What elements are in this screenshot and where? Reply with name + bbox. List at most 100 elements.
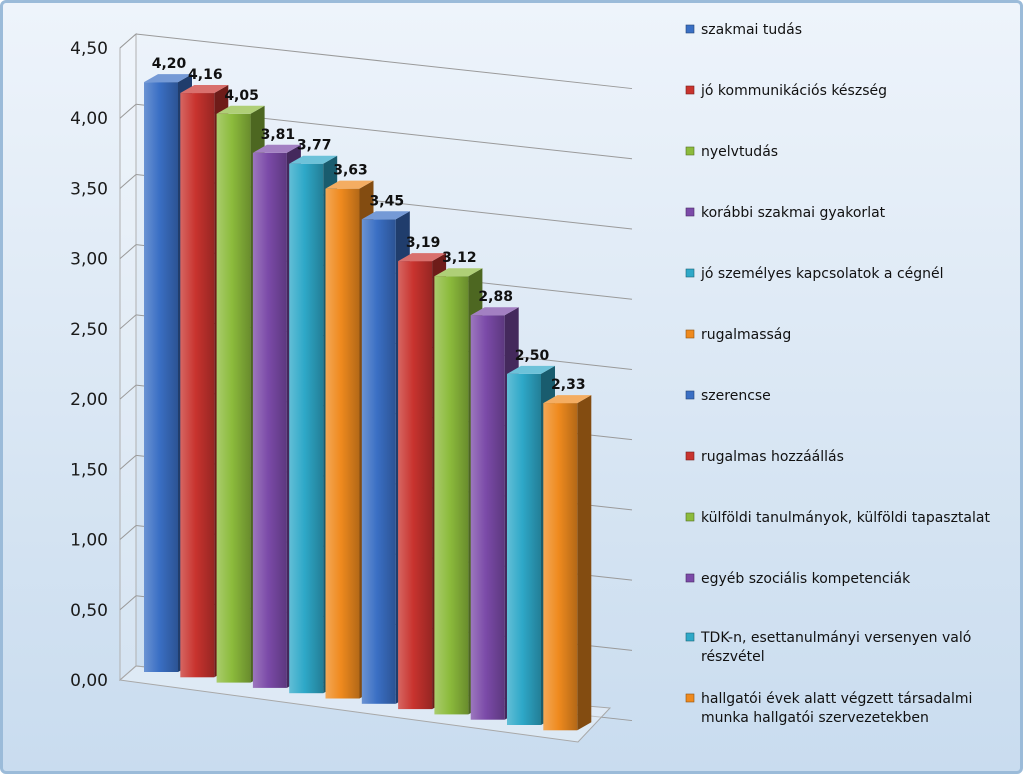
legend-item: rugalmas hozzáállás bbox=[685, 449, 844, 465]
legend-label: egyéb szociális kompetenciák bbox=[701, 571, 911, 587]
bar-side bbox=[577, 395, 592, 731]
legend-label: korábbi szakmai gyakorlat bbox=[701, 205, 886, 221]
legend-label: TDK-n, esettanulmányi versenyen való bbox=[700, 630, 971, 646]
legend-item: szerencse bbox=[685, 388, 771, 404]
legend-item: külföldi tanulmányok, külföldi tapasztal… bbox=[685, 510, 990, 526]
legend-label: jó kommunikációs készség bbox=[700, 83, 887, 99]
legend-swatch bbox=[685, 146, 695, 156]
bar-front bbox=[434, 276, 469, 715]
bar-front bbox=[180, 93, 215, 678]
data-label: 3,45 bbox=[370, 193, 405, 209]
legend-item: hallgatói évek alatt végzett társadalmi m… bbox=[685, 691, 972, 726]
legend-item: korábbi szakmai gyakorlat bbox=[685, 205, 886, 221]
bar-front bbox=[216, 113, 251, 683]
legend-label: külföldi tanulmányok, külföldi tapasztal… bbox=[701, 510, 990, 526]
legend-swatch bbox=[685, 512, 695, 522]
gridline-left bbox=[119, 525, 137, 540]
legend-item: rugalmasság bbox=[685, 327, 791, 343]
y-tick-label: 4,50 bbox=[70, 39, 108, 59]
bar-top bbox=[434, 268, 483, 277]
chart-floor bbox=[118, 665, 612, 743]
bar-front bbox=[470, 315, 505, 720]
legend-label: jó személyes kapcsolatok a cégnél bbox=[700, 266, 944, 282]
bar-front bbox=[507, 373, 541, 725]
data-label: 3,19 bbox=[406, 235, 441, 251]
legend-swatch bbox=[685, 573, 695, 583]
y-tick-label: 0,00 bbox=[70, 671, 108, 691]
bar-top bbox=[361, 211, 410, 220]
y-tick-label: 2,50 bbox=[70, 320, 108, 340]
bar-top bbox=[289, 155, 338, 164]
bar bbox=[543, 395, 592, 731]
bar-front bbox=[398, 261, 433, 710]
y-tick-label: 0,50 bbox=[70, 601, 108, 621]
legend-label: részvétel bbox=[701, 649, 765, 665]
legend-swatch bbox=[685, 693, 695, 703]
data-label: 3,81 bbox=[261, 127, 296, 143]
y-tick-label: 4,00 bbox=[70, 109, 108, 129]
bar-top bbox=[216, 105, 265, 114]
bar-top bbox=[470, 307, 519, 316]
data-label: 3,77 bbox=[297, 138, 332, 154]
gridline-left bbox=[119, 384, 137, 400]
bar-top bbox=[180, 85, 229, 94]
legend-swatch bbox=[685, 451, 695, 461]
gridline-left bbox=[119, 314, 137, 330]
data-label: 3,63 bbox=[333, 163, 368, 179]
bar-front bbox=[325, 188, 360, 699]
bar-front bbox=[252, 152, 287, 688]
bar-front bbox=[144, 82, 178, 673]
legend-label: nyelvtudás bbox=[701, 144, 778, 160]
legend-swatch bbox=[685, 329, 695, 339]
data-label: 4,05 bbox=[224, 88, 259, 104]
bar-top bbox=[543, 395, 592, 404]
y-tick-label: 1,50 bbox=[70, 460, 108, 480]
legend-label: hallgatói évek alatt végzett társadalmi bbox=[701, 691, 972, 707]
legend-item: egyéb szociális kompetenciák bbox=[685, 571, 911, 587]
bar-top bbox=[325, 180, 374, 189]
bar-front bbox=[361, 219, 396, 704]
data-label: 2,33 bbox=[551, 377, 586, 393]
legend-item: szakmai tudás bbox=[685, 22, 802, 38]
legend-item: jó kommunikációs készség bbox=[685, 83, 887, 99]
y-tick-label: 1,00 bbox=[70, 531, 108, 551]
legend-label: szerencse bbox=[701, 388, 771, 404]
data-label: 4,16 bbox=[188, 67, 223, 83]
legend-swatch bbox=[685, 268, 695, 278]
legend-swatch bbox=[685, 24, 695, 34]
gridline-left bbox=[119, 33, 137, 49]
legend-swatch bbox=[685, 390, 695, 400]
gridline-left bbox=[119, 174, 137, 189]
legend-item: TDK-n, esettanulmányi versenyen való rész… bbox=[685, 630, 971, 665]
legend-item: jó személyes kapcsolatok a cégnél bbox=[685, 266, 944, 282]
bar-front bbox=[289, 163, 324, 694]
y-tick-label: 2,00 bbox=[70, 390, 108, 410]
legend-label: munka hallgatói szervezetekben bbox=[701, 710, 929, 726]
legend-label: rugalmas hozzáállás bbox=[701, 449, 844, 465]
legend: szakmai tudás jó kommunikációs készség nye… bbox=[685, 22, 990, 726]
legend-swatch bbox=[685, 85, 695, 95]
gridline-left bbox=[119, 595, 137, 611]
bar-top bbox=[507, 365, 555, 374]
gridline bbox=[135, 33, 633, 90]
legend-label: rugalmasság bbox=[701, 327, 791, 343]
bar-top bbox=[144, 74, 192, 83]
gridline-left bbox=[119, 454, 137, 470]
legend-swatch bbox=[685, 632, 695, 642]
legend-label: szakmai tudás bbox=[701, 22, 802, 38]
data-label: 3,12 bbox=[442, 250, 477, 266]
data-label: 4,20 bbox=[152, 56, 187, 72]
gridline-left bbox=[119, 244, 137, 260]
gridline-left bbox=[119, 103, 137, 119]
data-label: 2,88 bbox=[478, 289, 513, 305]
data-label: 2,50 bbox=[515, 348, 550, 364]
bar-top bbox=[398, 253, 447, 262]
left-wall bbox=[119, 32, 137, 682]
y-tick-label: 3,50 bbox=[70, 179, 108, 199]
legend-item: nyelvtudás bbox=[685, 144, 778, 160]
bar-top bbox=[252, 144, 301, 153]
legend-swatch bbox=[685, 207, 695, 217]
y-tick-label: 3,00 bbox=[70, 250, 108, 270]
data-labels: 4,204,164,05 3,813,773,633,45 3,193,12 2,88… bbox=[152, 56, 586, 393]
